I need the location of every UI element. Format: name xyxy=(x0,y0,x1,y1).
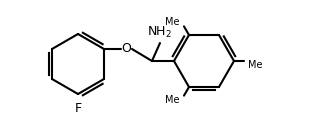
Text: Me: Me xyxy=(165,17,180,27)
Text: Me: Me xyxy=(248,60,262,70)
Text: F: F xyxy=(74,102,81,115)
Text: O: O xyxy=(121,42,131,55)
Text: Me: Me xyxy=(165,95,180,105)
Text: NH$_2$: NH$_2$ xyxy=(148,25,172,40)
